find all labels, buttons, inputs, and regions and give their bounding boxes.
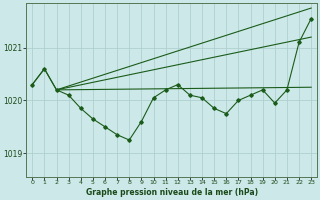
X-axis label: Graphe pression niveau de la mer (hPa): Graphe pression niveau de la mer (hPa) xyxy=(86,188,258,197)
